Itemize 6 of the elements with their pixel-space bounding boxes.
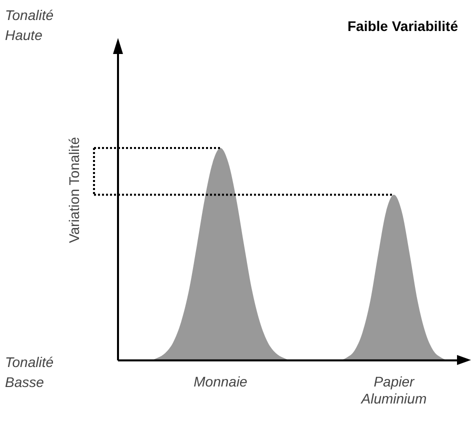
x-tick-label: Papier Aluminium	[360, 374, 427, 406]
text: Tonalité Basse	[5, 354, 54, 390]
text: Tonalité Haute	[5, 6, 54, 43]
y-axis-title: Variation Tonalité	[66, 136, 82, 244]
chart-title: Faible Variabilité	[348, 18, 458, 34]
x-tick-label: Monnaie	[194, 374, 248, 390]
